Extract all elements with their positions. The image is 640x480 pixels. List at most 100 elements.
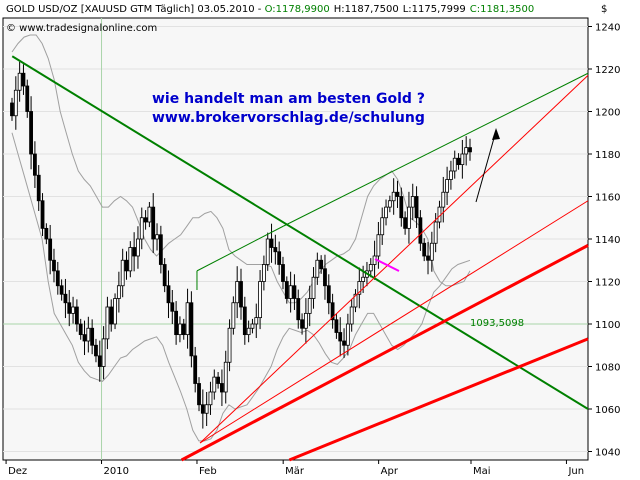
grid — [3, 18, 588, 460]
trend-lines — [11, 55, 589, 462]
candle-body — [288, 285, 293, 299]
candle-body — [212, 376, 217, 393]
candle-body — [384, 206, 388, 219]
candle-body — [277, 251, 282, 265]
candle-body — [147, 206, 152, 223]
candle-body — [246, 327, 251, 336]
trend-line-fan-2 — [199, 200, 589, 444]
copyright-label: © www.tradesignalonline.com — [6, 23, 157, 34]
candle-body — [242, 306, 247, 336]
candle-body — [269, 238, 274, 248]
candle-body — [330, 302, 335, 321]
candle-body — [90, 327, 95, 346]
candle-body — [422, 242, 427, 257]
candle-body — [86, 327, 91, 342]
candle-body — [101, 338, 106, 367]
y-tick-label: 1040 — [595, 448, 620, 459]
chart-header: GOLD USD/OZ [XAUUSD GTM Täglich] 03.05.2… — [6, 4, 534, 15]
candle-body — [273, 247, 278, 253]
candle-body — [445, 179, 450, 193]
candle-body — [10, 102, 14, 117]
level-label: 1093,5098 — [470, 318, 524, 329]
candle-body — [334, 319, 339, 333]
instrument-label: GOLD USD/OZ [XAUUSD GTM Täglich] 03.05.2… — [6, 4, 265, 15]
x-tick-label: Jun — [567, 466, 584, 477]
candle-body — [193, 355, 198, 384]
high-value: H:1187,7500 — [334, 4, 399, 15]
candle-body — [235, 281, 240, 304]
trend-line-support-1 — [180, 244, 589, 462]
candle-body — [25, 85, 30, 112]
low-value: L:1175,7999 — [403, 4, 466, 15]
candle-body — [376, 234, 381, 257]
y-tick-label: 1140 — [595, 235, 620, 246]
y-tick-label: 1200 — [595, 108, 620, 119]
x-tick-label: Mai — [473, 466, 491, 477]
candle-body — [433, 221, 438, 244]
candle-body — [380, 217, 385, 236]
candle-body — [407, 206, 411, 229]
candle-body — [178, 323, 182, 336]
candle-body — [139, 217, 144, 240]
up-arrow-icon — [475, 128, 500, 203]
candle-body — [323, 268, 327, 287]
candle-body — [216, 376, 221, 384]
candle-body — [143, 217, 148, 223]
candle-body — [59, 285, 64, 295]
candle-body — [185, 302, 190, 336]
open-value: O:1178,9900 — [265, 4, 330, 15]
candle-body — [67, 302, 72, 314]
candle-body — [353, 293, 358, 308]
candle-body — [197, 383, 201, 406]
candle-body — [113, 298, 117, 325]
candle-body — [189, 302, 194, 357]
candle-body — [29, 111, 33, 155]
candle-body — [120, 259, 125, 287]
candle-body — [403, 217, 408, 229]
y-tick-label: 1240 — [595, 23, 620, 34]
candle-body — [136, 238, 140, 257]
candle-body — [36, 174, 41, 202]
y-tick-label: 1100 — [595, 320, 620, 331]
candle-body — [13, 89, 18, 117]
candle-body — [204, 404, 209, 414]
candle-body — [281, 264, 285, 282]
candle-body — [311, 276, 316, 299]
candle-body — [338, 332, 343, 342]
candle-body — [78, 323, 83, 336]
candle-body — [94, 344, 98, 357]
annotation-line-2: www.brokervorschlag.de/schulung — [152, 110, 425, 126]
candle-body — [349, 306, 354, 325]
x-tick-label: Mär — [285, 466, 305, 477]
candle-body — [464, 147, 469, 155]
candle-body — [410, 196, 415, 208]
candle-body — [391, 191, 396, 202]
candle-body — [414, 196, 419, 219]
candle-body — [315, 259, 320, 278]
y-tick-label: 1080 — [595, 363, 620, 374]
candle-body — [44, 227, 49, 240]
candle-body — [33, 153, 37, 176]
candle-body — [181, 323, 186, 336]
candle-body — [292, 285, 297, 299]
candle-body — [116, 285, 121, 299]
candle-body — [326, 285, 331, 304]
candle-body — [55, 270, 60, 287]
candle-body — [307, 298, 312, 314]
trend-line-downtrend — [11, 55, 589, 410]
bollinger-band — [11, 34, 471, 304]
candle-body — [227, 327, 232, 363]
candle-body — [395, 191, 400, 197]
candle-body — [284, 281, 289, 299]
candle-body — [426, 255, 430, 261]
candle-body — [319, 259, 324, 270]
candle-body — [418, 217, 423, 244]
candle-body — [231, 302, 236, 329]
candle-body — [223, 361, 228, 393]
candle-body — [158, 234, 163, 265]
candle-body — [166, 285, 171, 304]
candle-body — [52, 259, 56, 272]
y-tick-label: 1060 — [595, 405, 620, 416]
candle-body — [170, 302, 175, 312]
candle-body — [361, 276, 366, 282]
